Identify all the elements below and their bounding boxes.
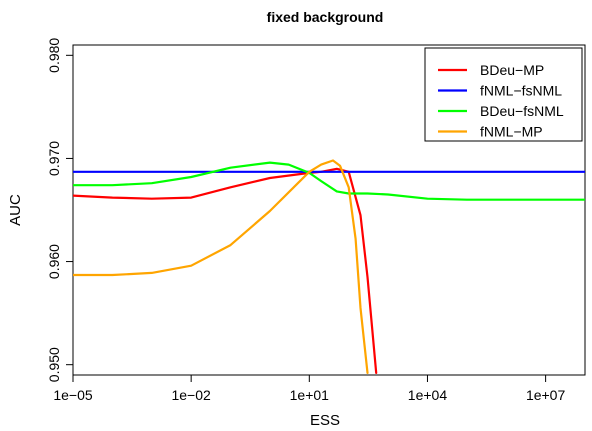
x-tick-label: 1e+04 [408,387,448,403]
x-axis-label: ESS [310,412,340,429]
x-tick-label: 1e+01 [290,387,330,403]
x-tick-label: 1e−05 [53,387,93,403]
legend: BDeu−MP fNML−fsNML BDeu−fsNML fNML−MP [424,47,583,142]
series-line-3 [73,161,585,201]
series-line-1 [73,167,378,374]
legend-label: fNML−fsNML [480,83,562,99]
legend-label: BDeu−fsNML [480,103,564,119]
y-tick-label: 0.980 [46,38,62,73]
y-tick-label: 0.950 [46,347,62,382]
series-layer [73,159,585,374]
y-axis: 0.950 0.960 0.970 0.980 [46,38,73,382]
x-tick-label: 1e−02 [171,387,211,403]
x-axis: 1e−05 1e−02 1e+01 1e+04 1e+07 [53,375,565,403]
y-tick-label: 0.960 [46,244,62,279]
plot-frame [72,44,586,376]
chart-title: fixed background [267,9,384,25]
legend-box [424,47,583,142]
y-tick-label: 0.970 [46,141,62,176]
y-axis-label: AUC [7,194,24,226]
legend-label: BDeu−MP [480,62,544,78]
legend-label: fNML−MP [480,124,543,140]
series-line-4 [73,159,369,374]
x-tick-label: 1e+07 [526,387,566,403]
